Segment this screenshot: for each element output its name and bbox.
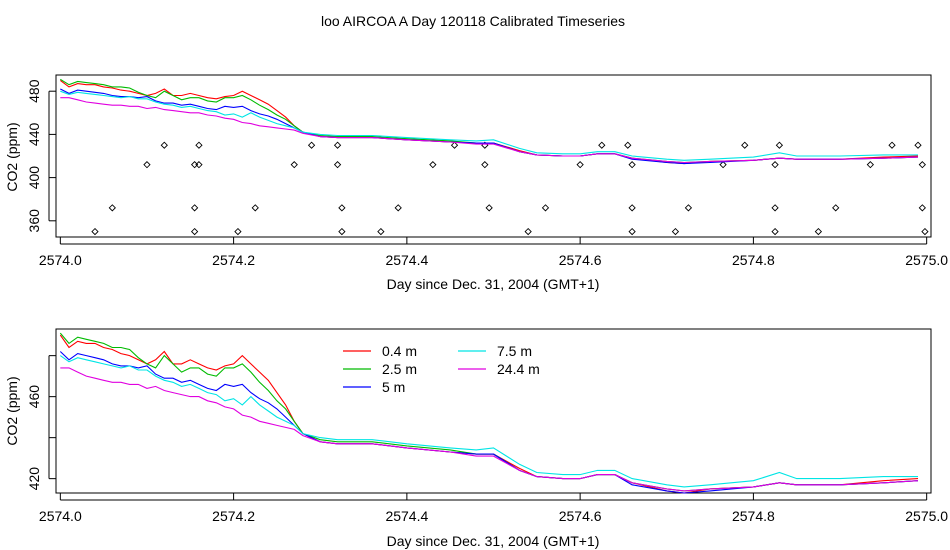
legend-label: 24.4 m <box>497 361 540 377</box>
flag-point <box>775 141 784 149</box>
flag-point <box>143 161 151 169</box>
flag-point <box>541 204 550 212</box>
flag-point <box>195 141 203 149</box>
panel-top: 2574.0 2574.2 2574.4 2574.6 2574.8 2575.0 360… <box>4 74 948 292</box>
x-tick-label-bottom: 2574.6 <box>559 508 602 524</box>
flag-point <box>576 161 584 169</box>
series-line-5-m-top <box>60 88 919 165</box>
series-lines-top <box>59 78 919 165</box>
x-axis-top: 2574.0 2574.2 2574.4 2574.6 2574.8 2575.0 <box>39 237 948 268</box>
plot-frame-top <box>55 74 932 238</box>
flag-points-top <box>91 141 929 236</box>
plot-frame-bottom <box>55 328 932 494</box>
y-tick-label-top: 400 <box>26 166 42 190</box>
legend-label: 0.4 m <box>382 343 417 359</box>
flag-point <box>671 227 680 236</box>
y-tick-label-bottom: 420 <box>26 467 42 491</box>
flag-point <box>333 161 342 169</box>
flag-point <box>771 161 779 169</box>
series-line-24-4-m-bottom <box>60 367 919 492</box>
flag-point <box>814 227 823 236</box>
x-tick-label-bottom: 2574.4 <box>385 508 428 524</box>
legend-label: 5 m <box>382 379 405 395</box>
flag-point <box>429 161 437 169</box>
flag-point <box>684 204 693 212</box>
flag-point <box>251 204 259 212</box>
flag-point <box>450 141 459 149</box>
flag-point <box>624 141 632 149</box>
x-tick-label-top: 2574.6 <box>559 252 602 268</box>
legend: 0.4 m 2.5 m 5 m 7.5 m 24.4 m <box>343 343 540 395</box>
series-lines-bottom <box>59 332 919 494</box>
y-axis-bottom: 420 460 <box>26 355 56 491</box>
y-axis-label-bottom: CO2 (ppm) <box>4 376 20 445</box>
flag-point <box>485 204 493 212</box>
flag-point <box>719 161 727 169</box>
flag-point <box>771 204 779 212</box>
flag-point <box>91 227 99 236</box>
flag-point <box>771 227 779 236</box>
x-tick-label-top: 2574.8 <box>732 252 775 268</box>
flag-point <box>741 141 749 149</box>
flag-point <box>481 161 489 169</box>
x-tick-label-top: 2574.2 <box>212 252 255 268</box>
flag-point <box>628 161 636 169</box>
flag-point <box>338 227 346 236</box>
y-tick-label-top: 440 <box>26 123 42 147</box>
flag-point <box>190 204 199 212</box>
flag-point <box>160 141 168 149</box>
y-axis-label-top: CO2 (ppm) <box>4 122 20 191</box>
y-tick-label-bottom: 460 <box>26 385 42 409</box>
flag-point <box>234 227 242 236</box>
flag-point <box>628 204 636 212</box>
flag-point <box>918 161 926 169</box>
x-axis-bottom: 2574.0 2574.2 2574.4 2574.6 2574.8 2575.0 <box>39 493 948 524</box>
series-line-24-4-m-top <box>60 97 919 164</box>
flag-point <box>914 141 922 149</box>
series-line-2-5-m-top <box>60 78 919 164</box>
flag-point <box>190 227 199 236</box>
flag-point <box>307 141 316 149</box>
x-tick-label-bottom: 2574.2 <box>212 508 255 524</box>
panel-bottom: 2574.0 2574.2 2574.4 2574.6 2574.8 2575.0 420… <box>4 328 948 549</box>
flag-point <box>195 161 203 169</box>
flag-point <box>394 204 402 212</box>
y-tick-label-top: 480 <box>26 79 42 103</box>
flag-point <box>598 141 606 149</box>
flag-point <box>921 227 929 236</box>
flag-point <box>628 227 636 236</box>
series-line-5-m-bottom <box>59 351 919 494</box>
chart-title: loo AIRCOA A Day 120118 Calibrated Times… <box>321 13 625 29</box>
x-tick-label-bottom: 2574.8 <box>732 508 775 524</box>
flag-point <box>190 161 199 169</box>
y-tick-label-top: 360 <box>26 209 42 233</box>
x-tick-label-top: 2574.0 <box>39 252 82 268</box>
flag-point <box>108 204 116 212</box>
series-line-7-5-m-top <box>60 90 918 161</box>
flag-point <box>918 204 926 212</box>
x-tick-label-bottom: 2575.0 <box>905 508 948 524</box>
series-line-0-4-m-top <box>59 79 919 165</box>
flag-point <box>866 161 874 169</box>
x-tick-label-bottom: 2574.0 <box>39 508 82 524</box>
series-line-2-5-m-bottom <box>59 332 919 492</box>
flag-point <box>377 227 385 236</box>
series-line-7-5-m-bottom <box>59 355 918 488</box>
y-axis-top: 360 400 440 480 <box>26 79 56 232</box>
flag-point <box>290 161 298 169</box>
flag-point <box>888 141 896 149</box>
x-tick-label-top: 2574.4 <box>385 252 428 268</box>
x-tick-label-top: 2575.0 <box>905 252 948 268</box>
flag-point <box>333 141 342 149</box>
x-axis-label-bottom: Day since Dec. 31, 2004 (GMT+1) <box>387 533 600 549</box>
flag-point <box>832 204 840 212</box>
flag-point <box>338 204 346 212</box>
legend-label: 2.5 m <box>382 361 417 377</box>
x-axis-label-top: Day since Dec. 31, 2004 (GMT+1) <box>387 276 600 292</box>
legend-label: 7.5 m <box>497 343 532 359</box>
series-line-0-4-m-bottom <box>59 334 919 494</box>
flag-point <box>524 227 532 236</box>
